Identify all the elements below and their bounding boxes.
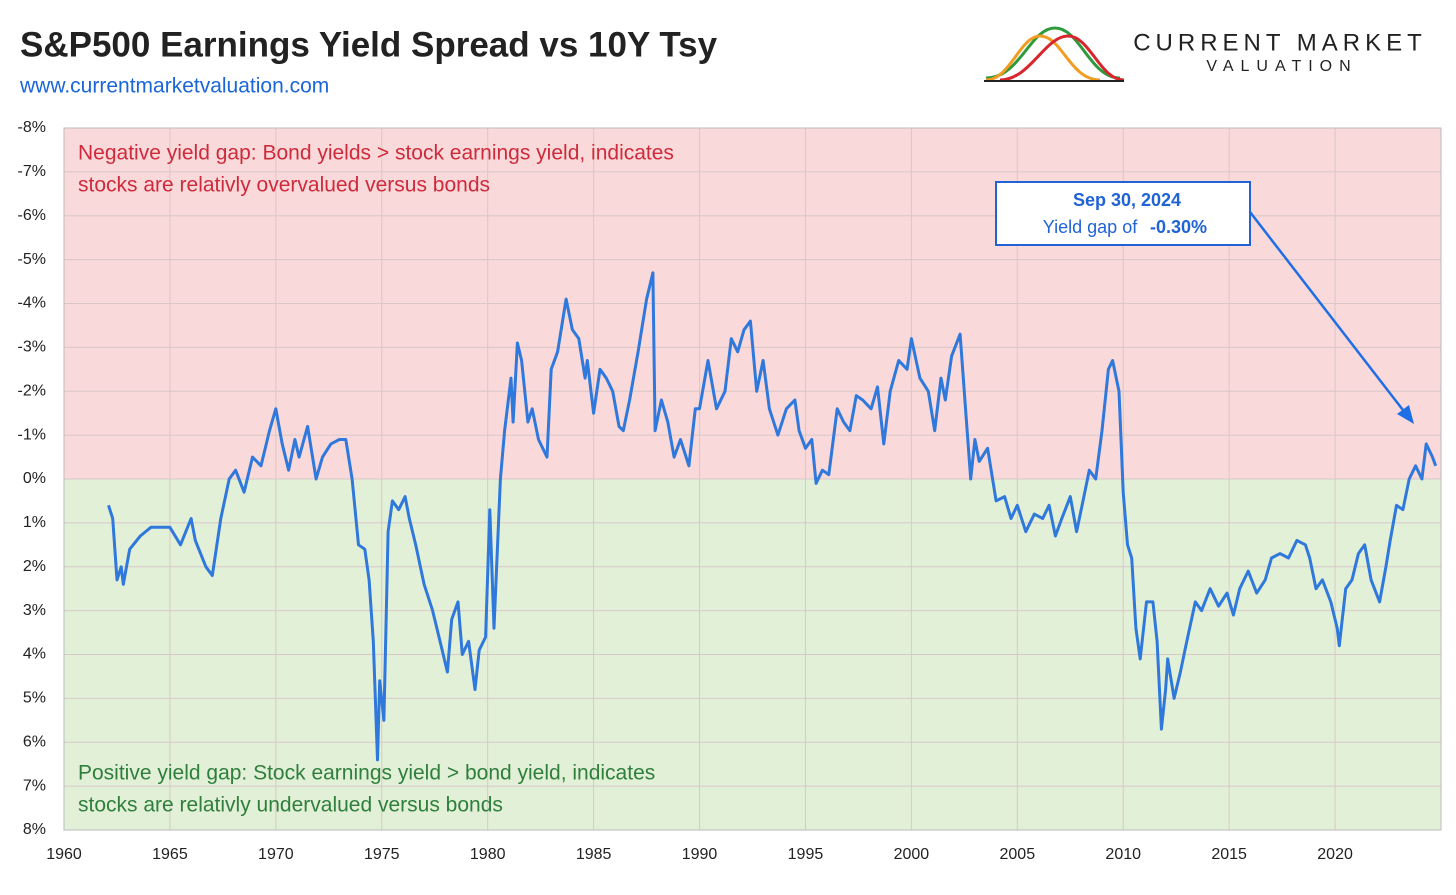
y-tick-label: 4% [23,646,46,663]
callout-box [995,181,1251,246]
y-tick-label: -4% [18,295,46,312]
x-tick-label: 1970 [258,846,294,863]
y-tick-label: -2% [18,382,46,399]
x-tick-label: 1975 [364,846,400,863]
y-tick-label: 6% [23,733,46,750]
subtitle: www.currentmarketvaluation.com [19,75,329,98]
callout-value: -0.30% [1150,217,1207,237]
logo-text: CURRENT MARKET [1133,29,1427,56]
callout: Sep 30, 2024 Yield gap of -0.30% [995,181,1414,424]
y-tick-label: 0% [23,470,46,487]
y-tick-label: 1% [23,514,46,531]
x-tick-label: 2000 [894,846,930,863]
y-tick-label: -8% [18,119,46,136]
zone-label: stocks are relativly undervalued versus … [78,794,503,817]
y-tick-label: -3% [18,339,46,356]
chart-title: S&P500 Earnings Yield Spread vs 10Y Tsy [20,25,718,64]
zone-label: Negative yield gap: Bond yields > stock … [78,142,674,165]
callout-date: Sep 30, 2024 [1073,190,1181,210]
x-tick-label: 2015 [1211,846,1247,863]
x-tick-label: 2005 [1000,846,1036,863]
x-tick-label: 2010 [1105,846,1141,863]
plot-border [63,127,1442,831]
x-tick-label: 1980 [470,846,506,863]
x-tick-label: 1960 [46,846,82,863]
x-tick-label: 2020 [1317,846,1353,863]
y-tick-label: 5% [23,690,46,707]
callout-text: Yield gap of [1043,217,1138,237]
x-tick-label: 1985 [576,846,612,863]
y-tick-label: -6% [18,207,46,224]
callout-arrow [1249,211,1407,415]
arrow-head [1397,405,1414,424]
y-tick-label: -5% [18,251,46,268]
y-tick-label: 7% [23,777,46,794]
data-line [107,271,1438,762]
x-tick-label: 1995 [788,846,824,863]
y-tick-label: 8% [23,821,46,838]
y-tick-label: 2% [23,558,46,575]
x-tick-label: 1965 [152,846,188,863]
zone-label: Positive yield gap: Stock earnings yield… [78,762,655,785]
y-tick-label: -1% [18,426,46,443]
y-tick-label: 3% [23,602,46,619]
x-tick-label: 1990 [682,846,718,863]
logo-subtext: VALUATION [1206,58,1357,75]
y-tick-label: -7% [18,163,46,180]
logo-mark [984,26,1125,82]
zone-label: stocks are relativly overvalued versus b… [78,174,490,197]
